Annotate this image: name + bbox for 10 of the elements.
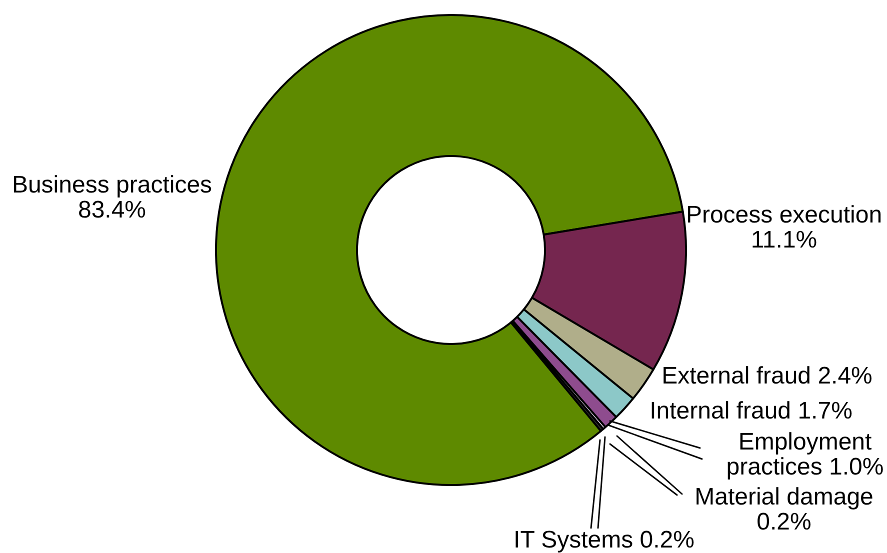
slice-label: Business practices <box>12 172 212 199</box>
slice-label: Internal fraud 1.7% <box>650 398 852 425</box>
slice-label: External fraud 2.4% <box>662 362 872 390</box>
slice-label: Material damage <box>694 484 874 511</box>
slice-label: Process execution <box>686 202 882 229</box>
data-label: 11.1% <box>750 226 818 254</box>
slice-label: Employment practices 1.0% <box>726 428 884 481</box>
slice-label: IT Systems 0.2% <box>514 526 694 553</box>
data-label: 83.4% <box>78 196 146 224</box>
data-label: 0.2% <box>756 508 812 536</box>
